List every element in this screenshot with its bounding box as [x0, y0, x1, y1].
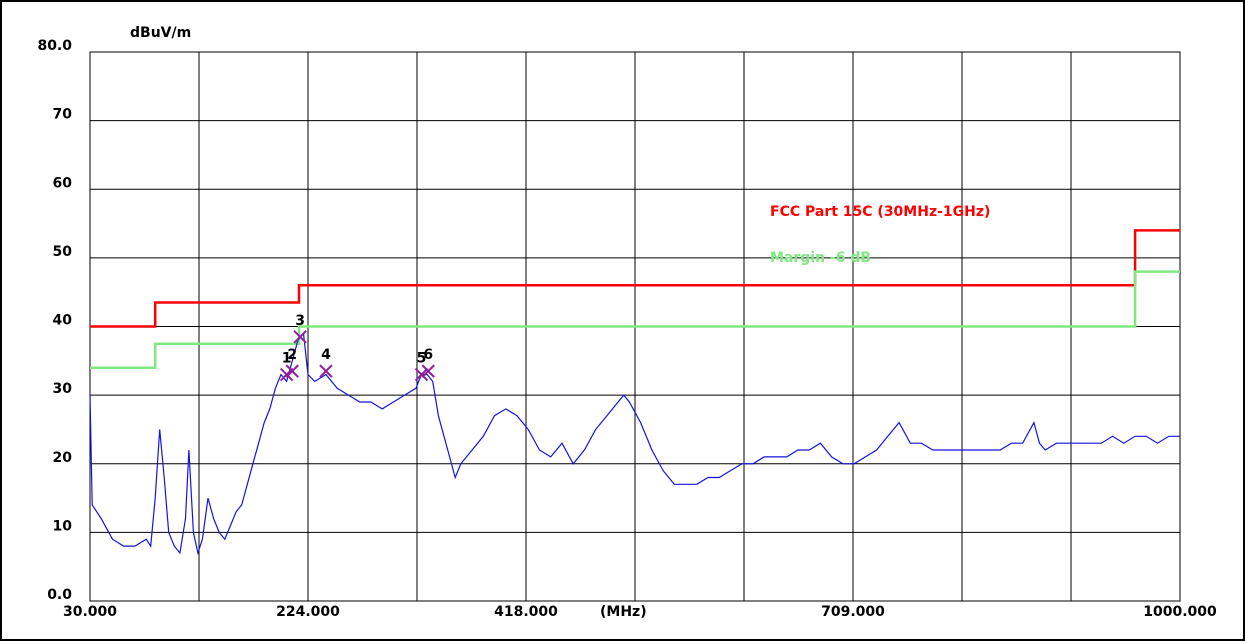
marker-label: 1	[282, 351, 292, 367]
x-tick-label: 1000.000	[1143, 604, 1217, 620]
x-tick-label: 224.000	[276, 604, 340, 620]
x-axis-label: (MHz)	[600, 604, 647, 620]
marker-label: 5	[417, 351, 427, 367]
legend-entry: Margin -6 dB	[770, 250, 871, 266]
x-tick-label: 30.000	[63, 604, 117, 620]
series-line	[90, 229, 1180, 328]
y-tick-label: 0.0	[47, 587, 72, 603]
y-tick-label: 50	[53, 244, 73, 260]
y-tick-label: 20	[53, 450, 73, 466]
y-tick-label: 30	[53, 381, 73, 397]
marker	[319, 364, 333, 378]
x-tick-label: 418.000	[494, 604, 558, 620]
marker-label: 4	[321, 347, 331, 363]
legend-entry: FCC Part 15C (30MHz-1GHz)	[770, 204, 990, 220]
y-tick-label: 70	[53, 107, 73, 123]
marker-label: 2	[287, 347, 297, 363]
y-tick-label: 80.0	[37, 38, 72, 54]
marker	[285, 364, 299, 378]
series-line	[89, 331, 1180, 556]
marker-label: 6	[423, 347, 433, 363]
marker	[293, 330, 307, 344]
marker	[421, 364, 435, 378]
y-tick-label: 40	[53, 313, 73, 329]
y-tick-label: 10	[53, 518, 73, 534]
marker	[414, 367, 429, 382]
x-tick-label: 709.000	[821, 604, 885, 620]
y-tick-label: 60	[53, 175, 73, 191]
y-axis-label: dBuV/m	[130, 25, 191, 41]
marker-label: 3	[295, 313, 305, 329]
